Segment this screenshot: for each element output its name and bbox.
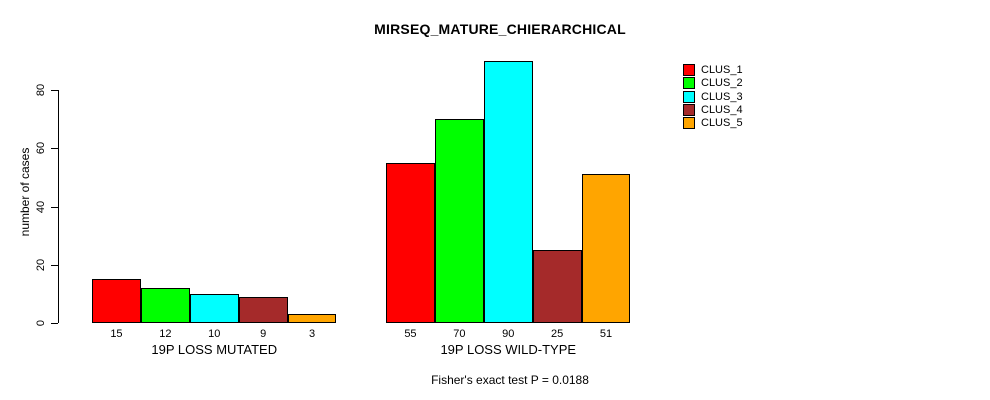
legend-swatch-icon [683, 90, 695, 103]
legend-label: CLUS_5 [701, 117, 743, 130]
legend-swatch-icon [683, 117, 695, 130]
bar-clus_4-group2 [532, 250, 582, 323]
legend-swatch-icon [683, 64, 695, 76]
bar-value-label: 51 [599, 328, 613, 340]
legend-label: CLUS_3 [701, 90, 743, 103]
legend-item-clus_4: CLUS_4 [683, 103, 743, 116]
bar-clus_2-group2 [434, 119, 484, 323]
legend-swatch-icon [683, 103, 695, 116]
bar-value-label: 70 [453, 328, 466, 340]
y-tick-mark [51, 206, 58, 208]
y-tick-mark [51, 90, 58, 91]
bar-clus_1-group2 [386, 162, 435, 323]
bar-clus_3-group1 [189, 293, 239, 323]
y-tick-mark [51, 264, 58, 266]
bar-value-label: 10 [208, 328, 221, 340]
legend-swatch-icon [683, 77, 695, 90]
y-tick-mark [51, 323, 58, 324]
bar-value-label: 25 [551, 328, 564, 340]
y-tick-label: 80 [35, 83, 47, 97]
bar-value-label: 55 [404, 328, 417, 340]
legend-item-clus_1: CLUS_1 [683, 64, 743, 76]
bar-clus_5-group2 [581, 174, 631, 323]
legend-label: CLUS_1 [701, 64, 743, 76]
bar-clus_3-group2 [483, 60, 533, 323]
y-axis-label: number of cases [18, 147, 32, 237]
bar-value-label: 9 [260, 328, 267, 340]
legend-label: CLUS_2 [701, 77, 743, 90]
bar-clus_5-group1 [287, 314, 337, 323]
bar-clus_4-group1 [238, 296, 288, 323]
bar-value-label: 90 [502, 328, 515, 340]
y-tick-label: 0 [35, 319, 47, 327]
bar-value-label: 3 [308, 328, 316, 340]
fisher-test-annotation: Fisher's exact test P = 0.0188 [431, 373, 589, 387]
bar-clus_1-group1 [92, 279, 141, 323]
legend-item-clus_5: CLUS_5 [683, 117, 743, 130]
legend-item-clus_3: CLUS_3 [683, 90, 743, 103]
legend-item-clus_2: CLUS_2 [683, 77, 743, 90]
chart-title: MIRSEQ_MATURE_CHIERARCHICAL [374, 21, 626, 37]
y-tick-label: 40 [35, 200, 47, 213]
y-tick-label: 20 [35, 258, 47, 271]
group-label: 19P LOSS MUTATED [151, 342, 278, 357]
bar-value-label: 12 [159, 328, 172, 340]
y-tick-mark [51, 148, 58, 150]
bar-clus_2-group1 [140, 288, 190, 323]
y-axis-line [58, 90, 59, 323]
legend-label: CLUS_4 [701, 103, 743, 116]
bar-value-label: 15 [110, 328, 123, 340]
group-label: 19P LOSS WILD-TYPE [440, 342, 577, 357]
y-tick-label: 60 [35, 142, 47, 155]
